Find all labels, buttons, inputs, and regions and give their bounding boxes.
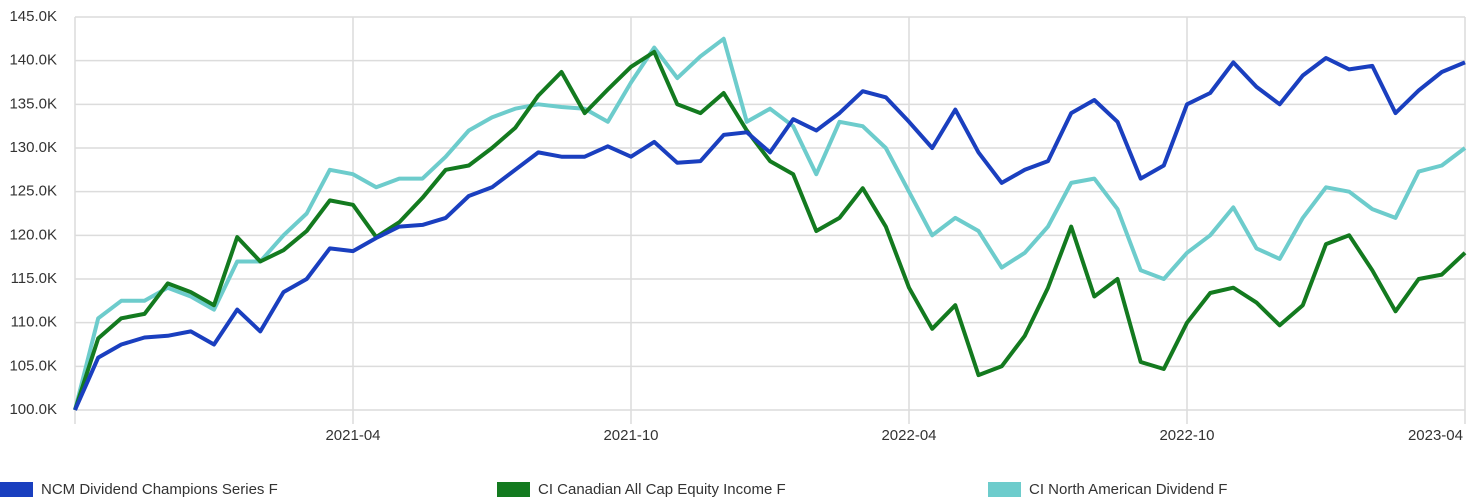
y-tick-label: 135.0K xyxy=(9,95,57,112)
x-tick-label: 2022-04 xyxy=(881,427,936,444)
y-tick-label: 115.0K xyxy=(11,270,57,287)
y-tick-label: 145.0K xyxy=(9,8,57,25)
y-tick-label: 140.0K xyxy=(9,52,57,69)
series-line xyxy=(73,49,1467,411)
x-tick-label: 2022-10 xyxy=(1159,427,1214,444)
legend-swatch xyxy=(497,482,530,497)
y-tick-label: 105.0K xyxy=(9,357,57,374)
series-line xyxy=(73,36,1467,411)
x-tick-label: 2021-04 xyxy=(325,427,380,444)
legend-label: CI North American Dividend F xyxy=(1029,481,1227,498)
legend-label: CI Canadian All Cap Equity Income F xyxy=(538,481,786,498)
legend-swatch xyxy=(988,482,1021,497)
y-tick-label: 100.0K xyxy=(9,401,57,418)
y-tick-label: 110.0K xyxy=(11,314,57,331)
y-tick-label: 120.0K xyxy=(9,226,57,243)
y-tick-label: 125.0K xyxy=(9,183,57,200)
x-tick-label: 2021-10 xyxy=(603,427,658,444)
y-tick-label: 130.0K xyxy=(9,139,57,156)
legend-swatch xyxy=(0,482,33,497)
x-tick-label: 2023-04 xyxy=(1408,427,1463,444)
legend-label: NCM Dividend Champions Series F xyxy=(41,481,278,498)
series-line xyxy=(73,56,1466,411)
